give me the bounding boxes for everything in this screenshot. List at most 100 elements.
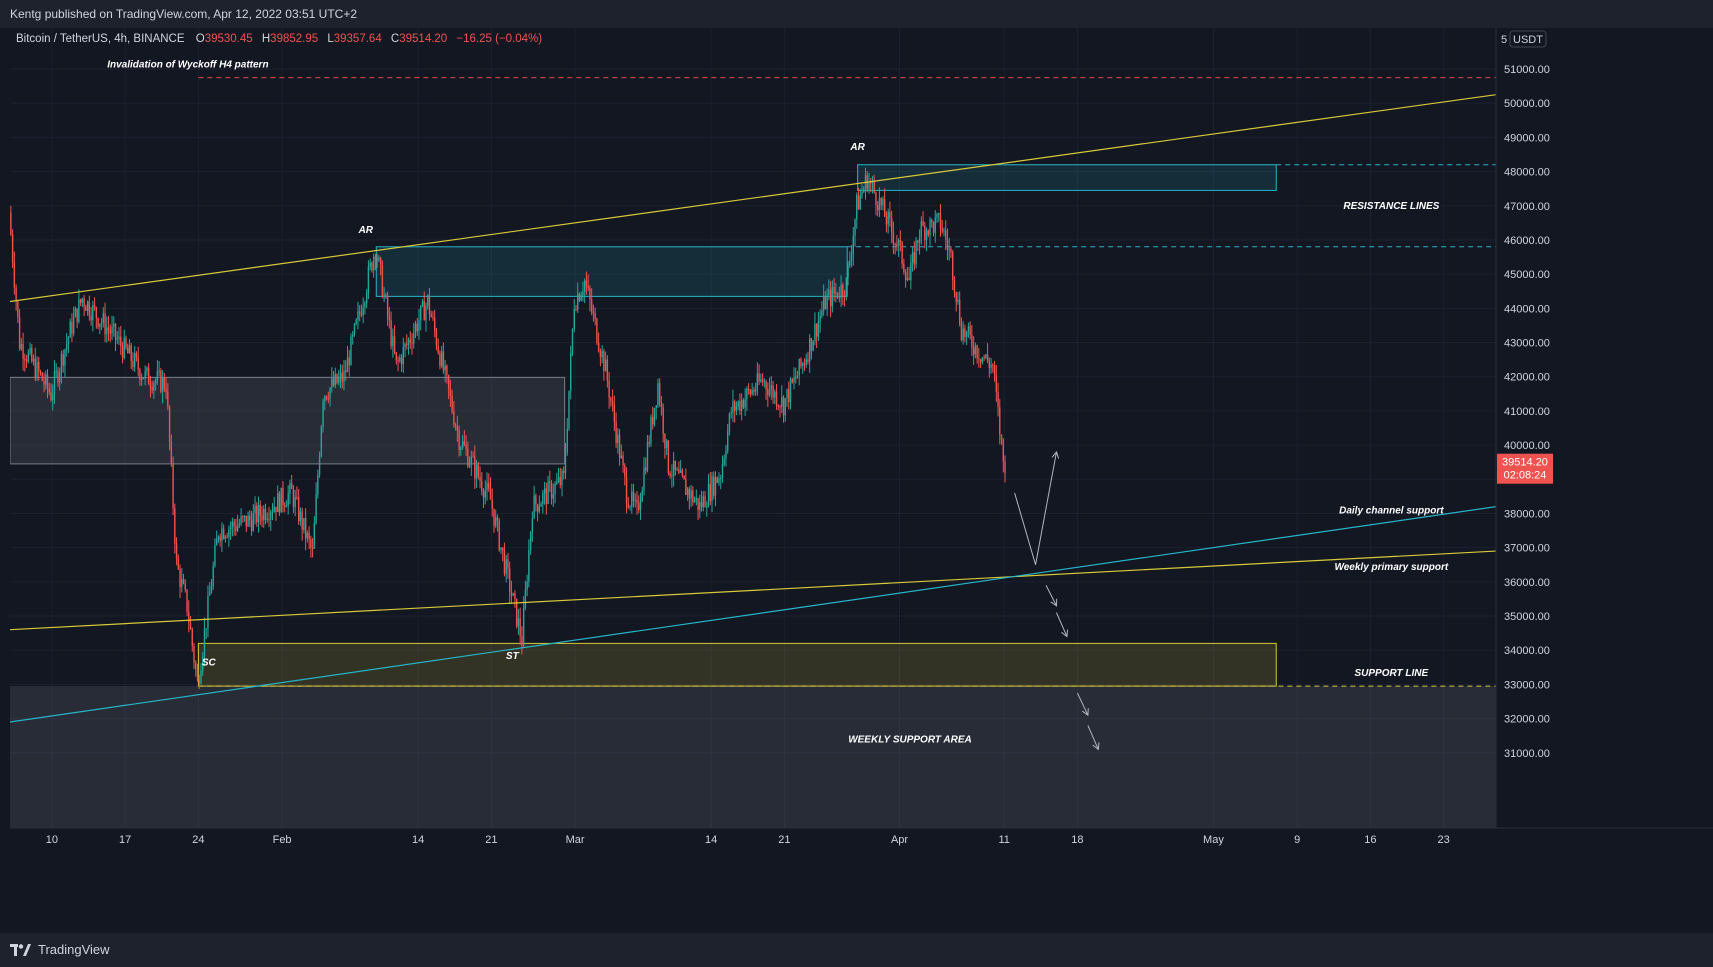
candle (325, 395, 328, 401)
candle-body (770, 385, 773, 390)
candle-body (430, 314, 432, 317)
candle (754, 382, 757, 396)
candle (536, 503, 539, 522)
candle (154, 377, 157, 391)
candle (812, 340, 814, 352)
candle (932, 221, 935, 237)
candle (32, 354, 35, 366)
candle-body (45, 374, 47, 385)
candle-body (868, 182, 870, 190)
candle-body (388, 316, 391, 321)
candle (531, 511, 534, 542)
x-tick-label: 14 (412, 834, 424, 846)
candle (767, 382, 769, 407)
candle-body (503, 550, 506, 574)
candle (256, 502, 258, 527)
candle-body (779, 406, 781, 408)
candle (831, 280, 834, 313)
candle-body (775, 391, 778, 406)
candle-body (27, 352, 30, 362)
candle (264, 503, 267, 525)
chart-frame[interactable]: Invalidation of Wyckoff H4 pattern AR AR RE… (9, 28, 1713, 933)
candle-body (496, 517, 499, 521)
candle (688, 486, 691, 510)
y-tick-label: 49000.00 (1504, 132, 1550, 144)
candle-body (645, 467, 647, 471)
candle (107, 315, 110, 342)
candle (226, 532, 228, 539)
legend-l-value: 39357.64 (334, 33, 383, 45)
candle-body (130, 345, 132, 362)
candle (995, 365, 998, 402)
time-axis-bg[interactable] (10, 828, 1496, 933)
candle (747, 383, 750, 395)
candle (665, 438, 668, 456)
candle (857, 187, 860, 210)
candle (186, 589, 188, 617)
candle (228, 525, 230, 547)
candle (109, 324, 111, 342)
candle (106, 316, 108, 343)
legend-l-label: L (327, 33, 334, 45)
candle-body (805, 359, 807, 365)
candle-body (346, 357, 349, 373)
candle (868, 172, 870, 194)
chart-annotation: AR (849, 142, 865, 153)
y-tick-label: 44000.00 (1504, 303, 1550, 315)
candle (498, 517, 500, 552)
candle (414, 320, 417, 339)
candle (692, 486, 694, 506)
candle-body (508, 568, 511, 593)
candle-body (960, 323, 963, 341)
candle-body (364, 303, 366, 308)
candle (233, 518, 235, 536)
candle (676, 467, 678, 471)
candle (36, 356, 38, 382)
candle-body (165, 388, 167, 392)
candle (399, 354, 401, 363)
x-tick-label: 11 (998, 834, 1009, 846)
candle (34, 347, 36, 382)
candle-body (679, 470, 682, 473)
candle (297, 489, 300, 525)
candle (500, 547, 502, 555)
candle-body (407, 339, 410, 345)
candle (856, 192, 858, 229)
candle (296, 486, 298, 500)
candle-body (355, 319, 357, 324)
candle (807, 351, 809, 365)
candle (273, 496, 275, 513)
candle-body (585, 280, 588, 287)
candle-body (564, 452, 567, 473)
candle-body (552, 494, 554, 499)
candle (655, 405, 657, 420)
y-tick-label: 46000.00 (1504, 235, 1550, 247)
candle-body (111, 326, 113, 334)
projection-segment (1035, 451, 1057, 565)
price-chart[interactable]: Invalidation of Wyckoff H4 pattern AR AR RE… (9, 28, 1713, 933)
currency-button[interactable]: 5 USDT (1501, 30, 1547, 48)
candle (850, 244, 853, 268)
candle-body (850, 254, 853, 261)
x-tick-label: Feb (273, 834, 292, 846)
candle (420, 305, 422, 331)
candle-body (451, 395, 453, 412)
candle-body (573, 309, 575, 330)
candle (519, 607, 521, 645)
candle-body (536, 504, 539, 512)
candle (172, 456, 174, 516)
candle (974, 342, 977, 359)
candle (165, 377, 167, 400)
candle-body (634, 499, 636, 501)
candle (413, 322, 415, 349)
candle-body (127, 347, 129, 354)
candle-body (1002, 439, 1004, 462)
x-tick-label: 9 (1294, 834, 1300, 846)
candle (592, 304, 595, 322)
candle-body (67, 337, 70, 344)
tradingview-logo[interactable]: TradingView (10, 942, 110, 957)
candle-body (638, 503, 640, 511)
candle-body (282, 487, 284, 506)
candle (672, 451, 675, 487)
candle (948, 237, 950, 261)
